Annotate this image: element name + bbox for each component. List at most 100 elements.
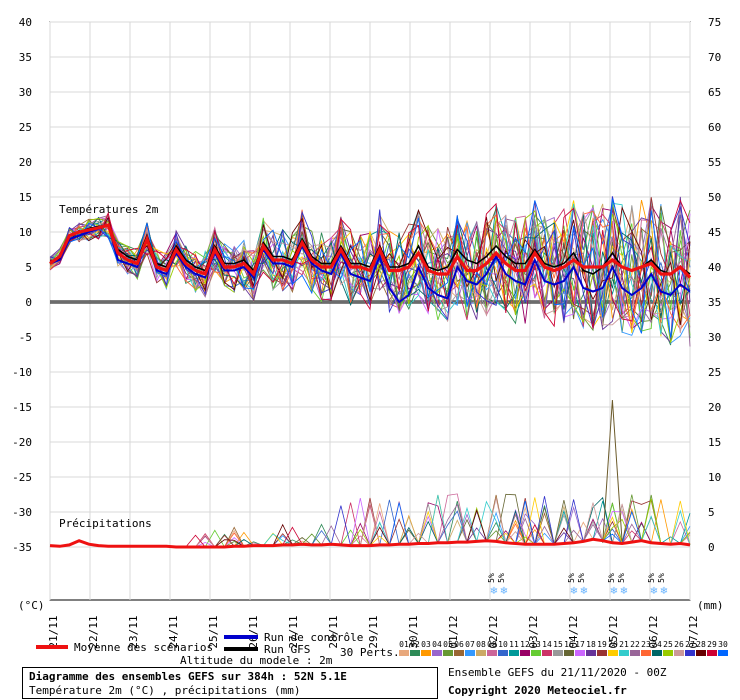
x-date-label: 21/11 xyxy=(47,615,60,648)
x-date-label: 30/11 xyxy=(407,615,420,648)
x-date-label: 22/11 xyxy=(87,615,100,648)
pert-color-swatch xyxy=(465,650,475,656)
pert-number-label: 09 xyxy=(487,640,497,649)
y-left-tick-label: -5 xyxy=(19,331,32,344)
pert-number-label: 26 xyxy=(674,640,684,649)
pert-temp-line xyxy=(49,196,691,330)
mean-temp-line xyxy=(49,223,692,279)
x-date-label: 07/12 xyxy=(687,615,700,648)
y-right-tick-label: 5 xyxy=(708,506,715,519)
pert-number-label: 28 xyxy=(696,640,706,649)
y-left-tick-label: 10 xyxy=(19,226,32,239)
y-right-tick-label: 70 xyxy=(708,51,721,64)
pert-temp-line xyxy=(49,199,691,328)
y-left-tick-label: -10 xyxy=(12,366,32,379)
pert-color-swatch xyxy=(597,650,607,656)
y-left-tick-label: 30 xyxy=(19,86,32,99)
y-left-tick-label: 0 xyxy=(25,296,32,309)
pert-number-label: 11 xyxy=(509,640,519,649)
snow-percent-label: 5% xyxy=(617,573,626,583)
legend-gfs-label: Run GFS xyxy=(264,643,310,656)
pert-number-label: 24 xyxy=(652,640,662,649)
x-date-label: 29/11 xyxy=(367,615,380,648)
pert-temp-line xyxy=(49,206,691,332)
x-date-label: 26/11 xyxy=(247,615,260,648)
y-right-tick-label: 60 xyxy=(708,121,721,134)
y-left-tick-label: 40 xyxy=(19,16,32,29)
pert-number-label: 14 xyxy=(542,640,552,649)
pert-color-swatch xyxy=(652,650,662,656)
pert-color-swatch xyxy=(454,650,464,656)
pert-color-swatch xyxy=(707,650,717,656)
x-date-label: 06/12 xyxy=(647,615,660,648)
y-left-tick-label: 5 xyxy=(25,261,32,274)
y-right-tick-label: 15 xyxy=(708,436,721,449)
pert-color-swatch xyxy=(443,650,453,656)
y-right-tick-label: 30 xyxy=(708,331,721,344)
pert-number-label: 16 xyxy=(564,640,574,649)
y-right-tick-label: 20 xyxy=(708,401,721,414)
pert-color-swatch xyxy=(564,650,574,656)
y-left-tick-label: 25 xyxy=(19,121,32,134)
y-right-tick-label: 0 xyxy=(708,541,715,554)
pert-number-label: 25 xyxy=(663,640,673,649)
pert-color-swatch xyxy=(586,650,596,656)
pert-number-label: 21 xyxy=(619,640,629,649)
pert-color-swatch xyxy=(619,650,629,656)
pert-number-label: 12 xyxy=(520,640,530,649)
x-date-label: 05/12 xyxy=(607,615,620,648)
section-precip-label: Précipitations xyxy=(59,517,152,530)
snow-percent-label: 5% xyxy=(567,573,576,583)
snow-percent-label: 5% xyxy=(647,573,656,583)
pert-number-label: 02 xyxy=(410,640,420,649)
pert-color-swatch xyxy=(542,650,552,656)
y-right-tick-label: 35 xyxy=(708,296,721,309)
pert-number-label: 20 xyxy=(608,640,618,649)
pert-number-label: 19 xyxy=(597,640,607,649)
pert-color-swatch xyxy=(399,650,409,656)
y-left-tick-label: 15 xyxy=(19,191,32,204)
pert-number-label: 15 xyxy=(553,640,563,649)
pert-temp-line xyxy=(49,201,691,312)
section-temp-label: Températures 2m xyxy=(59,203,159,216)
pert-number-label: 23 xyxy=(641,640,651,649)
pert-color-swatch xyxy=(575,650,585,656)
pert-color-swatch xyxy=(630,650,640,656)
altitude-label: Altitude du modele : 2m xyxy=(180,654,333,667)
x-date-label: 24/11 xyxy=(167,615,180,648)
y-left-tick-label: -20 xyxy=(12,436,32,449)
pert-color-swatch xyxy=(685,650,695,656)
copyright: Copyright 2020 Meteociel.fr xyxy=(448,684,627,697)
pert-color-swatch xyxy=(432,650,442,656)
y-left-tick-label: -30 xyxy=(12,506,32,519)
pert-color-swatch xyxy=(487,650,497,656)
chart-subtitle: Température 2m (°C) , précipitations (mm… xyxy=(29,684,301,697)
y-right-tick-label: 65 xyxy=(708,86,721,99)
pert-number-label: 17 xyxy=(575,640,585,649)
y-right-tick-label: 45 xyxy=(708,226,721,239)
snowflake-icon: ❄ xyxy=(610,586,618,597)
pert-number-label: 05 xyxy=(443,640,453,649)
pert-color-swatch xyxy=(663,650,673,656)
y-left-tick-label: -25 xyxy=(12,471,32,484)
pert-number-label: 08 xyxy=(476,640,486,649)
pert-number-label: 27 xyxy=(685,640,695,649)
y-left-unit: (°C) xyxy=(18,599,45,612)
snow-percent-label: 5% xyxy=(487,573,496,583)
ensemble-run-label: Ensemble GEFS du 21/11/2020 - 00Z xyxy=(448,666,667,679)
snowflake-icon: ❄ xyxy=(500,586,508,597)
snowflake-icon: ❄ xyxy=(660,586,668,597)
pert-number-label: 22 xyxy=(630,640,640,649)
pert-number-label: 04 xyxy=(432,640,442,649)
pert-color-swatch xyxy=(498,650,508,656)
x-date-label: 03/12 xyxy=(527,615,540,648)
x-date-label: 27/11 xyxy=(287,615,300,648)
x-date-label: 28/11 xyxy=(327,615,340,648)
x-date-label: 23/11 xyxy=(127,615,140,648)
x-date-label: 01/12 xyxy=(447,615,460,648)
pert-number-label: 06 xyxy=(454,640,464,649)
y-left-tick-label: -15 xyxy=(12,401,32,414)
x-date-label: 04/12 xyxy=(567,615,580,648)
pert-color-swatch xyxy=(520,650,530,656)
